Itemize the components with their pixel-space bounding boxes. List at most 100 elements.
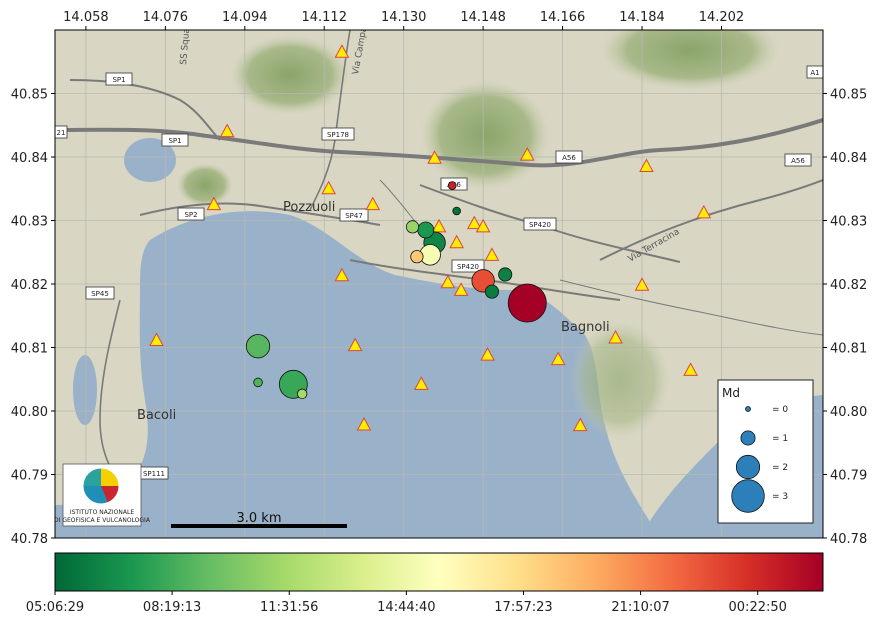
y-tick-label-left: 40.80 xyxy=(11,405,48,420)
x-tick-label: 14.076 xyxy=(143,10,189,25)
magnitude-legend: Md = 0 = 1 = 2 = 3 xyxy=(717,379,814,524)
y-tick-label-right: 40.85 xyxy=(830,88,867,103)
colorbar-tick-label: 00:22:50 xyxy=(729,600,787,615)
place-label-bacoli: Bacoli xyxy=(137,408,176,423)
road-minor-2 xyxy=(559,279,823,336)
station-triangle xyxy=(334,44,350,58)
road-label-a56b: A56 xyxy=(555,150,583,164)
station-triangle xyxy=(480,347,495,361)
road-label-sp45: SP45 xyxy=(85,286,115,300)
svg-text:21: 21 xyxy=(57,129,66,137)
station-triangle xyxy=(427,150,442,164)
station-triangle xyxy=(453,282,469,296)
y-tick-label-left: 40.78 xyxy=(11,532,48,547)
scale-bar-label: 3.0 km xyxy=(237,511,282,526)
road-label-sp178: SP178 xyxy=(321,127,355,141)
station-triangle xyxy=(572,417,588,432)
x-tick-label: 14.112 xyxy=(301,10,347,25)
road-sp1 xyxy=(69,79,221,141)
legend-marker xyxy=(740,430,756,446)
station-triangle xyxy=(484,247,500,261)
station-triangle xyxy=(550,351,566,366)
road-label-a56c: A56 xyxy=(784,153,812,167)
earthquake-event xyxy=(296,388,308,400)
station-triangle xyxy=(683,362,698,376)
road-label-r21: 21 xyxy=(55,125,68,139)
hill-posillipo xyxy=(600,30,780,90)
ingv-logo: ISTITUTO NAZIONALE DI GEOFISICA E VULCAN… xyxy=(55,463,151,527)
earthquake-events xyxy=(245,181,547,400)
station-triangle xyxy=(414,376,429,390)
earthquake-event xyxy=(484,284,500,299)
y-tick-label-right: 40.82 xyxy=(830,278,867,293)
legend-label: = 1 xyxy=(772,434,788,444)
legend-marker xyxy=(735,454,761,480)
station-triangle xyxy=(440,274,456,289)
station-triangle xyxy=(449,234,464,249)
legend-title: Md xyxy=(722,386,740,400)
y-tick-label-right: 40.80 xyxy=(830,405,867,420)
earthquake-event xyxy=(253,377,263,388)
y-tick-label-right: 40.79 xyxy=(830,469,867,484)
x-tick-label: 14.184 xyxy=(619,10,665,25)
earthquake-event xyxy=(410,250,424,264)
road-label-sp1a: SP1 xyxy=(105,72,133,86)
y-tick-label-left: 40.82 xyxy=(11,278,48,293)
earthquake-event xyxy=(417,221,435,239)
earthquake-event xyxy=(245,334,271,359)
station-triangle xyxy=(475,218,491,233)
svg-text:SP420: SP420 xyxy=(457,263,479,271)
scale-bar: 3.0 km xyxy=(171,511,347,528)
svg-text:A1: A1 xyxy=(810,69,819,77)
sea-area xyxy=(55,211,823,538)
x-tick-label: 14.166 xyxy=(540,10,586,25)
svg-text:SP47: SP47 xyxy=(345,212,363,220)
station-triangle xyxy=(519,147,535,161)
basemap: SP1 SP1 SP2 SP45 SP178 SP47 A56 A56 A56 … xyxy=(55,30,823,538)
station-triangle xyxy=(334,267,350,282)
hill-monte-nuovo xyxy=(177,163,233,207)
station-triangle xyxy=(466,215,482,230)
y-tick-label-left: 40.79 xyxy=(11,469,48,484)
svg-text:A56: A56 xyxy=(791,157,805,165)
svg-text:SP1: SP1 xyxy=(168,137,181,145)
svg-text:SP1: SP1 xyxy=(112,76,125,84)
svg-text:SP111: SP111 xyxy=(143,470,165,478)
seismic-stations xyxy=(149,44,712,432)
colorbar-tick-label: 14:44:40 xyxy=(377,600,435,615)
x-tick-label: 14.202 xyxy=(699,10,745,25)
station-triangle xyxy=(321,180,336,195)
legend-marker xyxy=(745,406,751,412)
x-tick-label: 14.130 xyxy=(381,10,427,25)
svg-text:SP178: SP178 xyxy=(327,131,349,139)
y-tick-label-right: 40.81 xyxy=(830,342,867,357)
x-tick-label: 14.148 xyxy=(460,10,506,25)
earthquake-event xyxy=(507,283,547,323)
colorbar-tick-label: 21:10:07 xyxy=(611,600,669,615)
lake-fusaro xyxy=(73,355,97,425)
station-triangle xyxy=(347,337,363,352)
station-triangle xyxy=(639,158,654,173)
station-triangle xyxy=(149,332,164,347)
y-tick-label-right: 40.78 xyxy=(830,532,867,547)
lake-west xyxy=(124,138,176,182)
colorbar-gradient xyxy=(54,552,824,592)
place-label-pozzuoli: Pozzuoli xyxy=(283,200,335,215)
road-label-sp420a: SP420 xyxy=(523,217,557,231)
y-tick-label-right: 40.83 xyxy=(830,215,867,230)
legend-marker xyxy=(731,479,765,513)
road-label-sp420b: SP420 xyxy=(451,259,485,273)
road-label-sp111: SP111 xyxy=(139,466,169,480)
svg-text:A56: A56 xyxy=(562,154,576,162)
svg-text:SP45: SP45 xyxy=(91,290,109,298)
y-tick-label-left: 40.83 xyxy=(11,215,48,230)
earthquake-event xyxy=(447,181,457,190)
legend-label: = 0 xyxy=(772,405,788,415)
legend-label: = 3 xyxy=(772,492,788,502)
station-triangle xyxy=(696,204,712,219)
road-label-sp2: SP2 xyxy=(177,207,205,221)
road-label-a1: A1 xyxy=(806,65,823,79)
crater-solfatara xyxy=(230,35,350,115)
hill-east xyxy=(570,320,670,440)
